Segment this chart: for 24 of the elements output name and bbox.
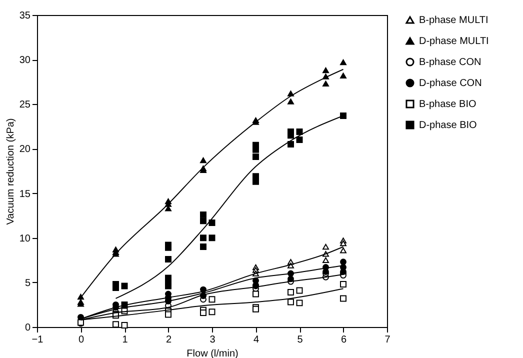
legend-label: D-phase BIO xyxy=(419,120,478,131)
legend-label: D-phase MULTI xyxy=(419,36,489,47)
y-tick-label: 20 xyxy=(19,144,31,156)
x-tick-label: 6 xyxy=(340,334,347,346)
y-axis-title: Vacuum reduction (kPa) xyxy=(5,118,16,225)
y-tick-label: 5 xyxy=(24,278,31,289)
x-tick-label: 5 xyxy=(297,334,304,346)
x-tick-label: 4 xyxy=(253,334,260,346)
x-tick-label: −1 xyxy=(32,334,44,346)
y-tick-label: 10 xyxy=(19,233,31,244)
y-tick-label: 25 xyxy=(19,100,31,111)
legend-label: D-phase CON xyxy=(419,78,482,89)
x-tick-label: 3 xyxy=(210,334,216,346)
legend-label: B-phase MULTI xyxy=(419,15,488,26)
y-tick-label: 30 xyxy=(19,55,31,66)
x-tick-label: 0 xyxy=(78,334,84,346)
y-tick-label: 35 xyxy=(19,10,31,22)
x-tick-label: 2 xyxy=(166,334,172,346)
legend-label: B-phase CON xyxy=(419,57,482,68)
x-tick-label: 1 xyxy=(122,334,128,346)
x-tick-label: 7 xyxy=(384,334,391,346)
y-tick-label: 15 xyxy=(19,188,31,200)
y-tick-label: 0 xyxy=(24,322,31,334)
legend-label: B-phase BIO xyxy=(419,99,476,110)
